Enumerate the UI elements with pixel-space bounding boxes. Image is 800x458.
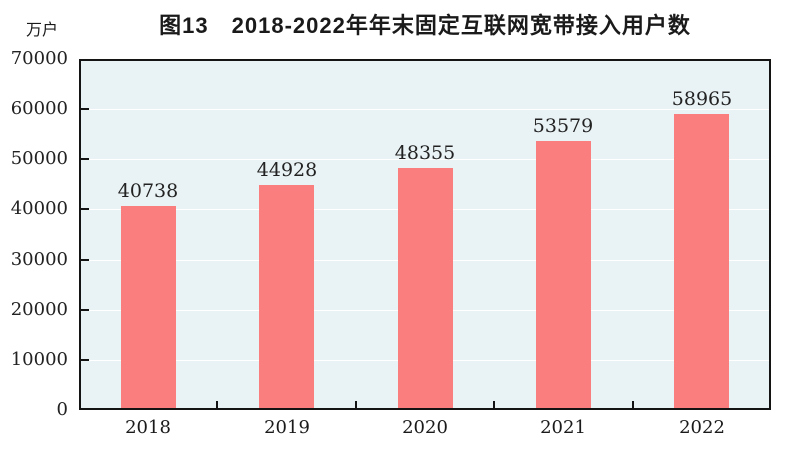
bar-2019 (259, 185, 314, 408)
y-axis-tick-label: 0 (56, 399, 68, 420)
y-axis-tick (81, 208, 89, 210)
x-axis-tick (632, 401, 634, 408)
bar-2020 (398, 168, 453, 408)
y-axis-tick-label: 40000 (10, 198, 68, 219)
bar-2021 (536, 141, 591, 408)
chart-title: 图13 2018-2022年年末固定互联网宽带接入用户数 (159, 13, 691, 38)
x-axis-tick-label: 2018 (125, 417, 171, 438)
y-axis-tick (81, 259, 89, 261)
y-axis-unit-label: 万户 (25, 22, 58, 39)
gridline (81, 109, 769, 110)
x-axis-tick (355, 401, 357, 408)
x-axis-tick-label: 2022 (679, 417, 725, 438)
x-axis-tick-label: 2019 (264, 417, 310, 438)
x-axis-tick (493, 401, 495, 408)
bar-value-label: 53579 (532, 115, 594, 137)
bar-value-label: 44928 (256, 159, 318, 181)
y-axis-tick (81, 359, 89, 361)
gridline (81, 159, 769, 160)
y-axis-tick-label: 50000 (10, 148, 68, 169)
bar-value-label: 58965 (671, 88, 733, 110)
x-axis-tick-label: 2021 (540, 417, 586, 438)
bar-value-label: 40738 (117, 180, 179, 202)
y-axis-tick-label: 70000 (10, 48, 68, 69)
x-axis-tick-label: 2020 (402, 417, 448, 438)
y-axis-tick (81, 108, 89, 110)
y-axis-tick-label: 30000 (10, 249, 68, 270)
bar-2018 (121, 206, 176, 408)
y-axis-tick-label: 60000 (10, 98, 68, 119)
y-axis-tick-label: 10000 (10, 349, 68, 370)
x-axis-tick (216, 401, 218, 408)
y-axis-tick (81, 158, 89, 160)
bar-2022 (674, 114, 729, 408)
bar-value-label: 48355 (394, 142, 456, 164)
y-axis-tick-label: 20000 (10, 299, 68, 320)
y-axis-tick (81, 309, 89, 311)
